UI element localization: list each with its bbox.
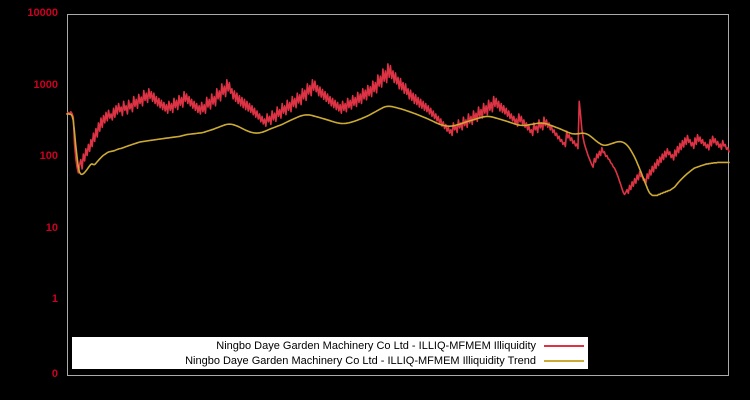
y-axis-tick-1: 1 bbox=[51, 293, 58, 305]
legend-swatch-illiquidity-trend bbox=[544, 355, 584, 366]
series-illiquidity-line bbox=[66, 63, 730, 196]
legend-swatch-illiquidity bbox=[544, 340, 584, 351]
chart-legend: Ningbo Daye Garden Machinery Co Ltd - IL… bbox=[72, 337, 588, 369]
y-axis-tick-0: 0 bbox=[51, 368, 58, 380]
legend-label-illiquidity: Ningbo Daye Garden Machinery Co Ltd - IL… bbox=[216, 339, 536, 352]
legend-label-illiquidity-trend: Ningbo Daye Garden Machinery Co Ltd - IL… bbox=[185, 354, 536, 367]
plot-border bbox=[67, 14, 729, 376]
y-axis-tick-1000: 1000 bbox=[33, 78, 58, 91]
series-illiquidity-trend-line bbox=[66, 105, 730, 197]
legend-item-illiquidity-trend: Ningbo Daye Garden Machinery Co Ltd - IL… bbox=[72, 353, 588, 368]
y-axis-tick-10000: 10000 bbox=[27, 7, 58, 19]
y-axis-tick-10: 10 bbox=[45, 221, 58, 234]
legend-item-illiquidity: Ningbo Daye Garden Machinery Co Ltd - IL… bbox=[72, 338, 588, 353]
y-axis-tick-100: 100 bbox=[39, 150, 58, 162]
